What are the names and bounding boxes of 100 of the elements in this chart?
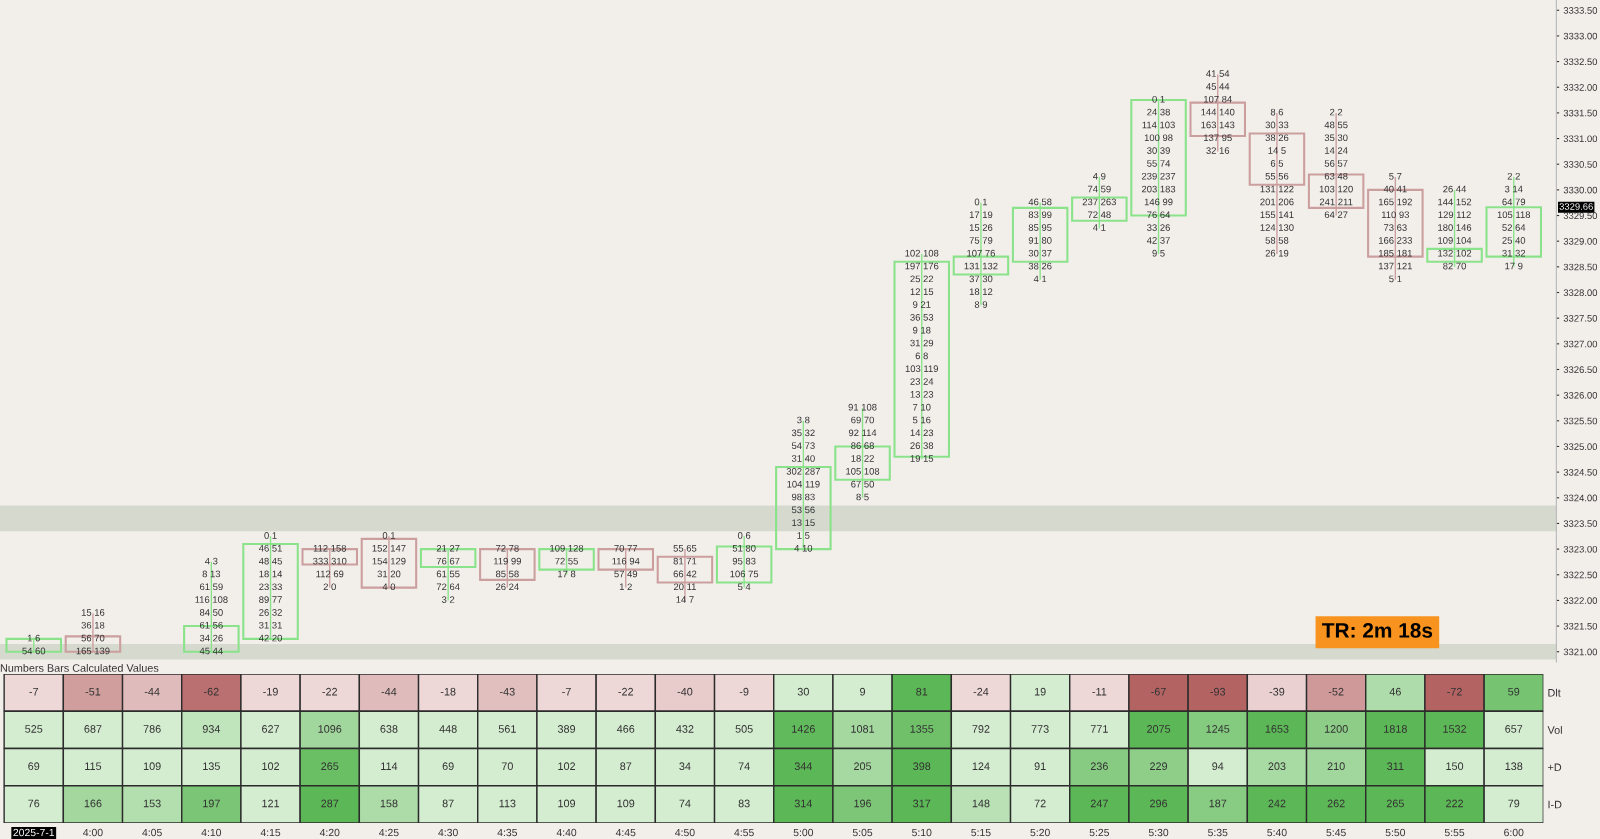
y-tick-label: 3328.50 — [1563, 263, 1598, 271]
data-label: -51 — [85, 687, 101, 696]
annotation: 38 26 — [1028, 262, 1052, 270]
data-label: -7 — [29, 687, 39, 696]
annotation: 104 119 — [787, 480, 820, 488]
data-label: 1245 — [1206, 725, 1230, 733]
data-label: 69 — [28, 762, 40, 771]
annotation: 82 70 — [1443, 262, 1466, 270]
annotation: 6 8 — [915, 352, 928, 360]
data-label: 627 — [262, 725, 280, 733]
annotation: 3329.66 — [1559, 203, 1593, 210]
data-label: 203 — [1268, 762, 1286, 771]
annotation: 114 103 — [1142, 121, 1175, 129]
annotation: 18 12 — [969, 288, 993, 296]
annotation: 9 18 — [913, 326, 931, 334]
data-label: 76 — [28, 799, 40, 808]
annotation: 4 1 — [1093, 224, 1106, 231]
annotation: 166 233 — [1379, 237, 1412, 244]
data-label: 1818 — [1384, 725, 1407, 733]
data-label: 657 — [1505, 725, 1523, 733]
annotation: 34 26 — [199, 634, 223, 642]
x-tick-label: 4:50 — [675, 828, 695, 837]
y-tick-label: 3327.00 — [1563, 340, 1598, 348]
annotation: 197 176 — [905, 262, 939, 270]
annotation: 146 99 — [1144, 198, 1173, 206]
annotation: 116 108 — [195, 596, 228, 603]
data-label: 773 — [1031, 725, 1049, 733]
annotation: 67 50 — [851, 480, 874, 488]
annotation: 3 14 — [1504, 185, 1523, 193]
annotation: 55 74 — [1147, 160, 1171, 167]
data-label: 262 — [1327, 799, 1345, 808]
data-label: 638 — [380, 725, 398, 733]
data-label: 34 — [679, 762, 691, 771]
data-label: 1200 — [1324, 725, 1348, 733]
annotation: 30 37 — [1028, 249, 1052, 257]
data-label: 1355 — [910, 725, 934, 733]
y-tick-label: Dlt — [1548, 688, 1561, 697]
data-label: 91 — [1034, 762, 1046, 771]
annotation: 23 33 — [259, 583, 282, 591]
annotation: 46 58 — [1028, 198, 1052, 206]
data-label: 314 — [794, 799, 813, 808]
data-label: -18 — [440, 687, 456, 696]
x-tick-label: 4:55 — [734, 828, 754, 837]
data-label: -24 — [973, 687, 989, 696]
annotation: 4 9 — [1093, 172, 1106, 180]
annotation: 26 38 — [910, 442, 934, 449]
x-tick-label: 4:35 — [497, 828, 518, 837]
annotation: 45 44 — [199, 647, 223, 655]
data-label: -44 — [381, 687, 397, 696]
data-label: 70 — [501, 762, 513, 771]
x-tick-label: 4:25 — [379, 828, 399, 837]
x-tick-label: 5:20 — [1030, 828, 1050, 837]
x-tick-label: 4:05 — [142, 828, 162, 837]
x-tick-label: 5:45 — [1326, 828, 1346, 837]
annotation: 129 112 — [1438, 211, 1471, 219]
annotation: 2 0 — [323, 583, 336, 591]
data-label: 432 — [676, 725, 694, 733]
y-tick-label: 3332.00 — [1563, 84, 1598, 91]
annotation: 76 67 — [436, 557, 460, 565]
y-tick-label: 3327.50 — [1563, 315, 1598, 322]
annotation: 17 19 — [969, 211, 993, 219]
data-label: 505 — [735, 725, 753, 733]
annotation: 201 206 — [1260, 198, 1294, 206]
annotation: 35 32 — [791, 429, 815, 437]
data-label: 135 — [203, 762, 220, 771]
x-tick-label: 6:00 — [1504, 828, 1524, 837]
annotation: 109 128 — [550, 544, 584, 552]
annotation: 74 59 — [1088, 185, 1111, 193]
annotation: 24 38 — [1147, 108, 1170, 116]
y-tick-label: I-D — [1548, 800, 1562, 809]
annotation: 107 76 — [967, 249, 995, 257]
x-tick-label: 4:30 — [438, 828, 458, 837]
annotation: 76 64 — [1147, 211, 1171, 219]
y-tick-label: 3325.50 — [1563, 417, 1598, 425]
data-label: 1426 — [792, 725, 815, 733]
data-label: -40 — [677, 687, 693, 696]
annotation: 89 77 — [259, 596, 282, 603]
data-label: 311 — [1387, 762, 1404, 771]
data-label: -22 — [322, 687, 338, 696]
y-tick-label: 3323.50 — [1563, 520, 1598, 527]
data-label: 466 — [616, 725, 635, 733]
data-label: 87 — [442, 799, 454, 808]
annotation: 165 192 — [1379, 198, 1412, 206]
annotation: 1 6 — [27, 634, 40, 642]
annotation: 5 4 — [737, 583, 751, 591]
annotation: 14 7 — [676, 596, 694, 603]
data-label: 1653 — [1265, 725, 1289, 733]
annotation: 14 23 — [910, 429, 934, 437]
annotation: 8 5 — [856, 493, 869, 501]
annotation: 100 98 — [1144, 134, 1173, 142]
data-label: -93 — [1210, 687, 1226, 696]
x-tick-label: 4:15 — [260, 828, 281, 837]
annotation: 31 32 — [1502, 249, 1526, 257]
annotation: 64 27 — [1324, 211, 1348, 219]
y-tick-label: 3324.50 — [1563, 468, 1598, 476]
data-label: 109 — [558, 799, 576, 808]
annotation: 85 95 — [1028, 224, 1052, 231]
annotation: 48 45 — [258, 557, 282, 565]
y-tick-label: 3330.50 — [1563, 161, 1598, 168]
annotation: 31 31 — [259, 621, 282, 629]
